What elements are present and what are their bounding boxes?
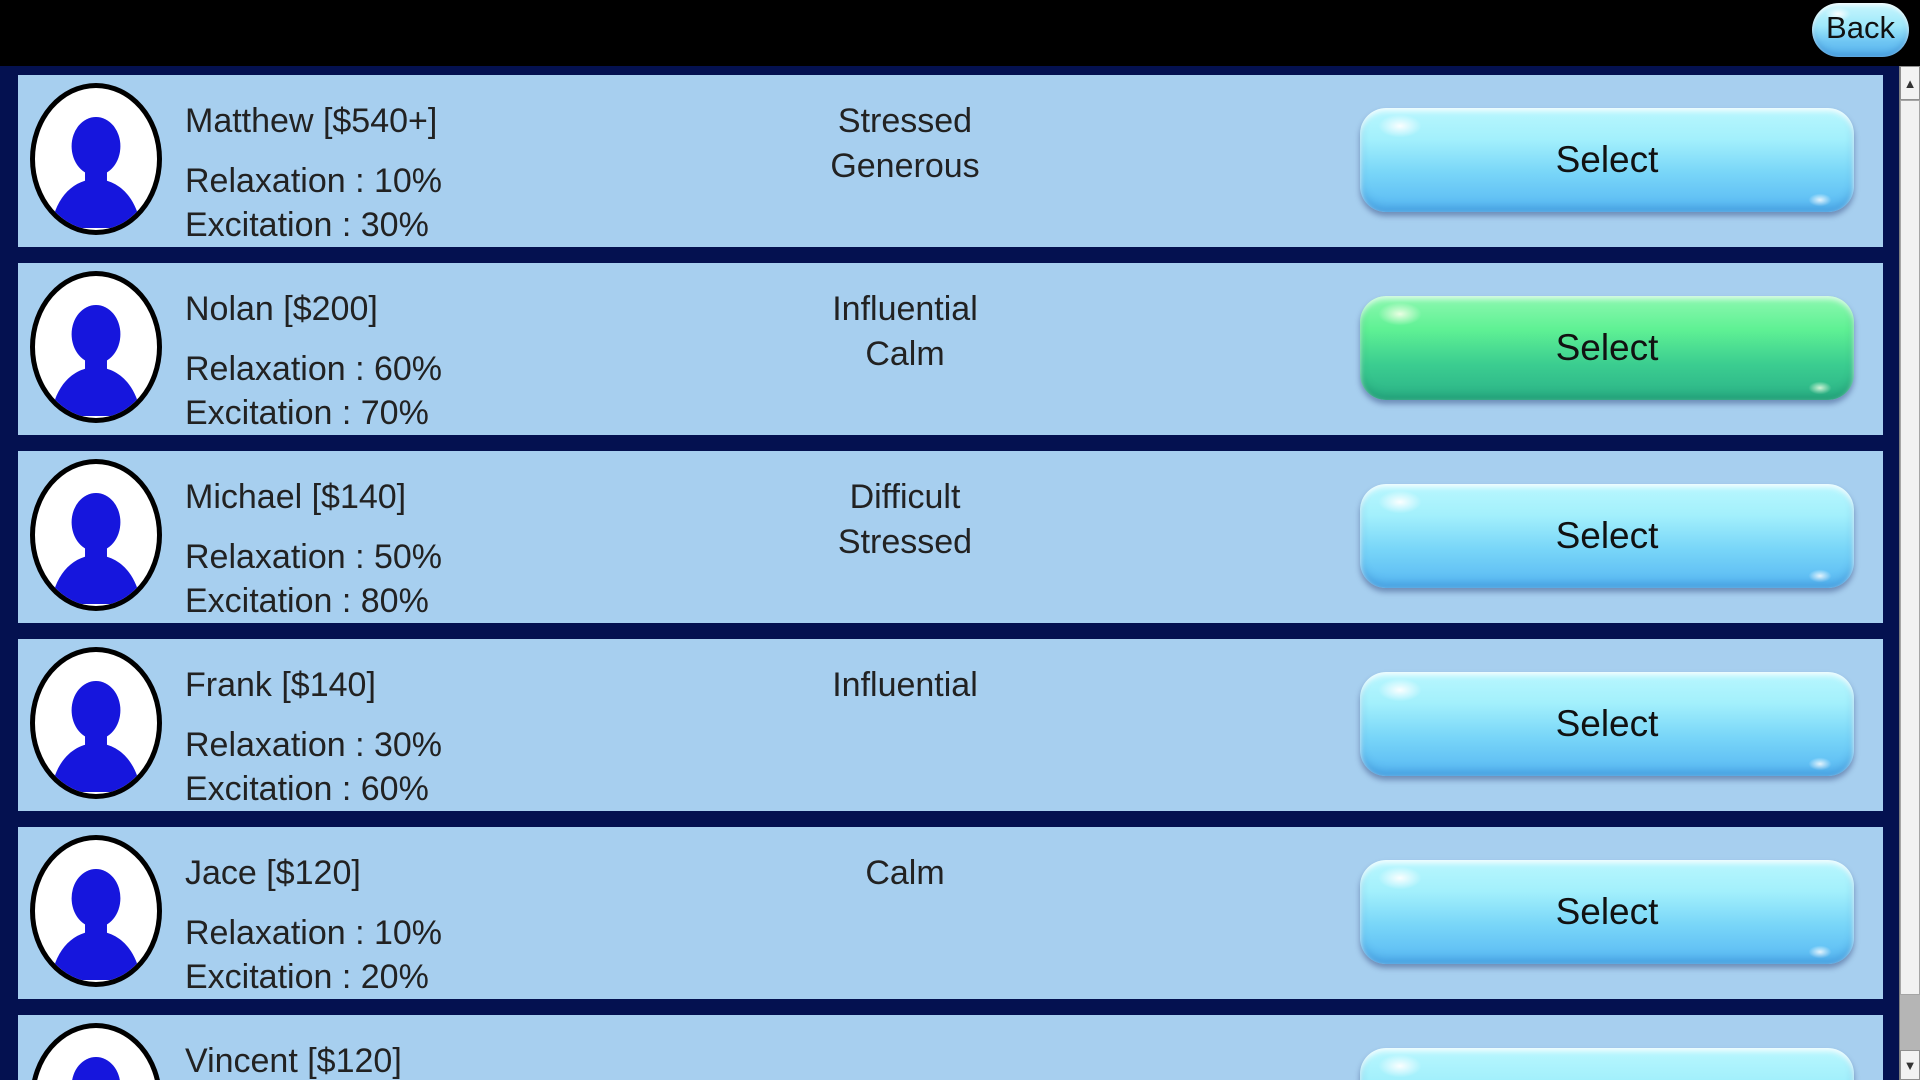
client-info: Frank [$140] Relaxation : 30% Excitation… (185, 639, 705, 811)
client-name: Nolan [$200] (185, 290, 378, 328)
traits: Influential Calm (705, 289, 1105, 374)
client-row: Jace [$120] Relaxation : 10% Excitation … (18, 827, 1883, 999)
scroll-down-button[interactable]: ▼ (1900, 1050, 1920, 1080)
person-icon (50, 680, 142, 792)
select-button[interactable]: Select (1360, 672, 1854, 776)
relaxation-stat: Relaxation : 10% (185, 162, 443, 200)
excitation-stat: Excitation : 20% (185, 958, 429, 996)
person-icon (50, 304, 142, 416)
select-button[interactable]: Select (1360, 108, 1854, 212)
trait: Calm (865, 335, 945, 373)
relaxation-stat: Relaxation : 60% (185, 350, 443, 388)
traits: Difficult Stressed (705, 477, 1105, 562)
relaxation-stat: Relaxation : 50% (185, 538, 443, 576)
client-name: Michael [$140] (185, 478, 407, 516)
excitation-stat: Excitation : 60% (185, 770, 429, 808)
relaxation-stat: Relaxation : 10% (185, 914, 443, 952)
client-row: Nolan [$200] Relaxation : 60% Excitation… (18, 263, 1883, 435)
traits: Influential (705, 665, 1105, 710)
excitation-stat: Excitation : 80% (185, 582, 429, 620)
vertical-scrollbar[interactable]: ▲ ▼ (1899, 66, 1920, 1080)
excitation-stat: Excitation : 70% (185, 394, 429, 432)
client-row: Michael [$140] Relaxation : 50% Excitati… (18, 451, 1883, 623)
client-list: Matthew [$540+] Relaxation : 10% Excitat… (0, 66, 1899, 1080)
scroll-up-button[interactable]: ▲ (1900, 66, 1920, 100)
client-row: Matthew [$540+] Relaxation : 10% Excitat… (18, 75, 1883, 247)
avatar (30, 647, 162, 799)
person-icon (72, 1056, 120, 1080)
avatar (30, 835, 162, 987)
select-button[interactable]: Select (1360, 484, 1854, 588)
client-info: Vincent [$120] (185, 1015, 705, 1080)
select-button[interactable]: Select (1360, 860, 1854, 964)
avatar (30, 459, 162, 611)
client-name: Jace [$120] (185, 854, 361, 892)
trait: Stressed (837, 102, 973, 140)
select-button[interactable]: Select (1360, 296, 1854, 400)
person-icon (50, 116, 142, 228)
trait: Influential (832, 290, 978, 328)
select-button[interactable]: Select (1360, 1048, 1854, 1080)
back-button[interactable]: Back (1812, 3, 1909, 57)
trait: Stressed (837, 523, 973, 561)
trait: Difficult (849, 478, 961, 516)
relaxation-stat: Relaxation : 30% (185, 726, 443, 764)
trait: Generous (830, 147, 980, 185)
avatar (30, 83, 162, 235)
scrollbar-thumb[interactable] (1900, 100, 1920, 995)
client-name: Vincent [$120] (185, 1042, 402, 1080)
avatar (30, 1023, 162, 1080)
client-info: Michael [$140] Relaxation : 50% Excitati… (185, 451, 705, 623)
traits: Stressed Generous (705, 101, 1105, 186)
title-bar: Back (0, 0, 1920, 66)
client-info: Nolan [$200] Relaxation : 60% Excitation… (185, 263, 705, 435)
trait: Calm (865, 854, 945, 892)
client-name: Frank [$140] (185, 666, 376, 704)
traits (705, 1041, 1105, 1046)
avatar (30, 271, 162, 423)
client-row: Vincent [$120] Select (18, 1015, 1883, 1080)
client-info: Jace [$120] Relaxation : 10% Excitation … (185, 827, 705, 999)
excitation-stat: Excitation : 30% (185, 206, 429, 244)
traits: Calm (705, 853, 1105, 898)
client-row: Frank [$140] Relaxation : 30% Excitation… (18, 639, 1883, 811)
trait: Influential (832, 666, 978, 704)
client-name: Matthew [$540+] (185, 102, 438, 140)
client-info: Matthew [$540+] Relaxation : 10% Excitat… (185, 75, 705, 247)
person-icon (50, 868, 142, 980)
person-icon (50, 492, 142, 604)
